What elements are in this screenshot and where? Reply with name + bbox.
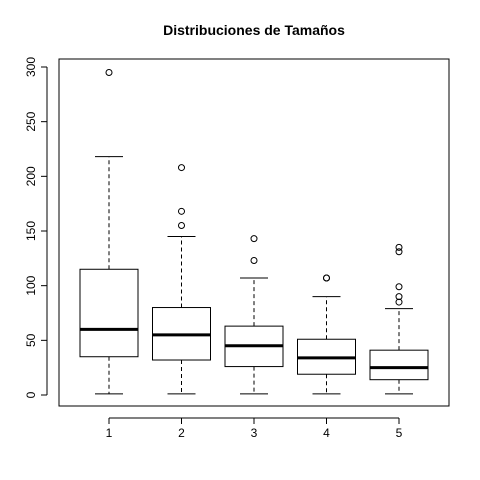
outlier-point: [178, 164, 185, 172]
boxes-group: [79, 68, 429, 395]
outlier-point: [323, 274, 330, 282]
x-tick-label: 3: [251, 426, 258, 440]
y-axis: 0 50 100 150 200 250 300: [24, 57, 48, 398]
x-tick-label: 1: [106, 426, 113, 440]
outlier-point: [395, 243, 403, 251]
box-group-3: [224, 235, 284, 395]
y-tick-label: 300: [24, 57, 38, 77]
outlier-point: [395, 248, 403, 256]
outlier-point: [105, 68, 113, 76]
y-tick-label: 200: [24, 166, 38, 186]
iqr-box: [79, 268, 139, 358]
y-tick-label: 50: [24, 333, 38, 347]
box-group-4: [297, 274, 356, 395]
y-tick-label: 100: [24, 275, 38, 295]
y-tick-label: 0: [24, 391, 38, 398]
y-tick-label: 250: [24, 111, 38, 131]
x-tick-label: 5: [396, 426, 403, 440]
y-tick-label: 150: [24, 221, 38, 241]
box-group-5: [369, 243, 429, 395]
box-group-2: [152, 164, 211, 395]
x-axis: 1 2 3 4 5: [106, 417, 403, 440]
box-group-1: [79, 68, 139, 395]
chart-title: Distribuciones de Tamaños: [163, 22, 345, 38]
outlier-point: [250, 257, 258, 265]
x-tick-label: 2: [178, 426, 185, 440]
outlier-point: [178, 207, 185, 215]
x-tick-label: 4: [323, 426, 330, 440]
outlier-point: [395, 298, 403, 306]
outlier-point: [178, 222, 185, 230]
outlier-point: [395, 293, 403, 301]
plot-frame: [58, 58, 450, 407]
outlier-point: [250, 235, 258, 243]
iqr-box: [369, 349, 429, 381]
outlier-point: [395, 283, 403, 291]
